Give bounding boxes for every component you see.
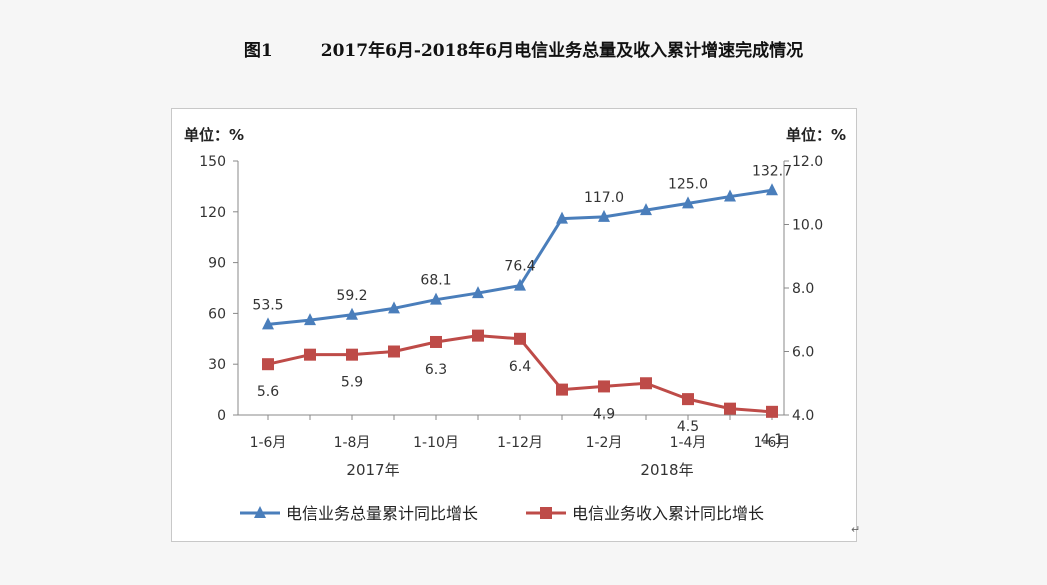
data-point-triangle [262, 317, 274, 330]
year-label: 2018年 [640, 461, 693, 479]
legend-label-revenue: 电信业务收入累计同比增长 [572, 504, 764, 523]
x-tick-label: 1-2月 [586, 435, 623, 451]
data-label: 5.6 [257, 384, 279, 400]
data-point-square [556, 383, 568, 396]
data-point-square [346, 348, 358, 361]
data-label: 132.7 [752, 163, 792, 179]
series-line [267, 188, 773, 326]
data-point-square [472, 329, 484, 342]
data-point-square [388, 345, 400, 358]
right-tick-label: 4.0 [792, 408, 814, 424]
data-label: 4.9 [593, 406, 615, 422]
data-label: 6.3 [425, 362, 447, 378]
data-label: 68.1 [420, 273, 451, 289]
legend-marker-triangle [254, 506, 266, 518]
data-point-triangle [472, 286, 484, 299]
data-label: 76.4 [504, 259, 535, 275]
data-label: 53.5 [252, 297, 283, 313]
data-point-square [304, 348, 316, 361]
figure-title: 2017年6月-2018年6月电信业务总量及收入累计增速完成情况 [320, 41, 804, 61]
left-tick-label: 60 [208, 306, 226, 322]
x-tick-label: 1-10月 [413, 435, 459, 451]
data-point-triangle [346, 307, 358, 320]
data-point-square [430, 335, 442, 348]
data-point-triangle [304, 313, 316, 326]
left-unit-label: 单位：% [184, 126, 244, 144]
data-point-square [262, 358, 274, 371]
data-label: 4.1 [761, 432, 783, 448]
data-point-triangle [640, 203, 652, 216]
x-tick-label: 1-8月 [334, 435, 371, 451]
x-tick-label: 1-6月 [754, 435, 791, 451]
data-label: 125.0 [668, 176, 708, 192]
data-point-square [640, 377, 652, 390]
x-tick-label: 1-6月 [250, 435, 287, 451]
legend-marker-square [540, 507, 552, 519]
data-point-triangle [766, 183, 778, 196]
data-point-triangle [598, 209, 610, 222]
data-point-triangle [514, 278, 526, 291]
data-point-triangle [682, 196, 694, 209]
left-tick-label: 90 [208, 256, 226, 272]
data-label: 4.5 [677, 419, 699, 435]
year-label: 2017年 [346, 461, 399, 479]
right-tick-label: 6.0 [792, 345, 814, 361]
data-point-triangle [556, 211, 568, 224]
left-tick-label: 120 [199, 205, 226, 221]
right-unit-label: 单位：% [786, 126, 846, 144]
data-point-triangle [388, 301, 400, 314]
data-point-triangle [430, 292, 442, 305]
figure-label: 图1 [243, 41, 273, 61]
line-chart: 单位：% 单位：% 0 30 60 90 120 150 4.0 6.0 8.0 10.0 12.0… [184, 126, 846, 523]
data-label: 5.9 [341, 375, 363, 391]
left-tick-label: 0 [217, 408, 226, 424]
data-label: 59.2 [336, 288, 367, 304]
data-point-square [514, 332, 526, 345]
data-point-square [724, 402, 736, 415]
data-point-square [682, 393, 694, 406]
left-tick-label: 150 [199, 154, 226, 170]
data-point-triangle [724, 189, 736, 202]
data-point-square [598, 380, 610, 393]
x-tick-label: 1-12月 [497, 435, 543, 451]
right-tick-label: 10.0 [792, 218, 823, 234]
legend-label-total: 电信业务总量累计同比增长 [286, 504, 478, 523]
data-label: 117.0 [584, 190, 624, 206]
right-tick-label: 8.0 [792, 281, 814, 297]
page-title: 图1 2017年6月-2018年6月电信业务总量及收入累计增速完成情况 [0, 36, 1047, 61]
chart-frame: 单位：% 单位：% 0 30 60 90 120 150 4.0 6.0 8.0 10.0 12.0… [171, 108, 857, 542]
data-point-square [766, 405, 778, 418]
x-tick-label: 1-4月 [670, 435, 707, 451]
left-tick-label: 30 [208, 357, 226, 373]
corner-mark: ↵ [851, 523, 861, 536]
right-tick-label: 12.0 [792, 154, 823, 170]
data-label: 6.4 [509, 359, 531, 375]
